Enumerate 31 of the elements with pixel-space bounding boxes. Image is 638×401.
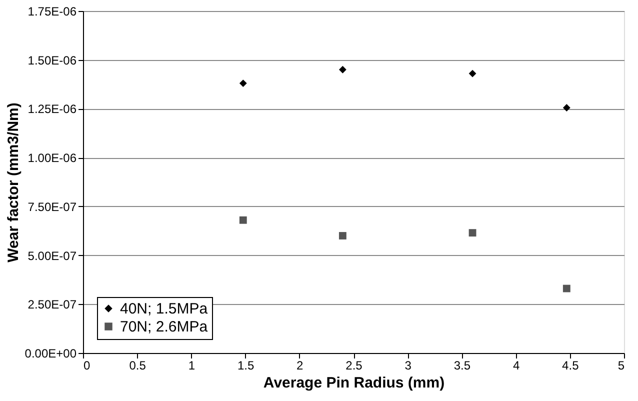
y-tick-label: 1.75E-06: [28, 4, 77, 18]
x-axis-title: Average Pin Radius (mm): [263, 374, 445, 392]
y-tick-label: 2.50E-07: [28, 298, 77, 312]
x-tick-label: 0.5: [129, 358, 146, 372]
x-tick-label: 3.5: [454, 358, 471, 372]
legend-label: 40N; 1.5MPa: [120, 300, 208, 318]
point: [562, 284, 570, 292]
point: [239, 80, 247, 88]
x-tick-label: 1: [188, 358, 196, 372]
y-tick-label: 1.25E-06: [28, 102, 77, 116]
y-tick-label: 1.00E-06: [28, 151, 77, 166]
y-tick-label: 7.50E-07: [28, 200, 77, 214]
x-tick-label: 3: [404, 358, 412, 372]
y-tick-label: 0.00E+00: [24, 346, 77, 360]
x-tick-label: 4: [512, 358, 520, 372]
x-tick-label: 2: [296, 358, 304, 372]
x-tick-label: 4.5: [562, 358, 580, 372]
point: [338, 66, 346, 74]
point: [338, 232, 346, 240]
x-tick-label: 0: [84, 358, 90, 372]
x-tick-label: 5: [618, 358, 625, 372]
legend-label: 70N; 2.6MPa: [120, 318, 208, 336]
point: [468, 70, 476, 78]
y-tick-label: 5.00E-07: [28, 248, 77, 263]
x-tick-label: 2.5: [346, 358, 363, 372]
y-axis-title: Wear factor (mm3/Nm): [4, 102, 22, 262]
point: [239, 216, 247, 224]
point: [468, 229, 476, 237]
x-tick-label: 1.5: [237, 358, 254, 372]
point: [562, 104, 570, 112]
y-tick-label: 1.50E-06: [28, 53, 77, 68]
